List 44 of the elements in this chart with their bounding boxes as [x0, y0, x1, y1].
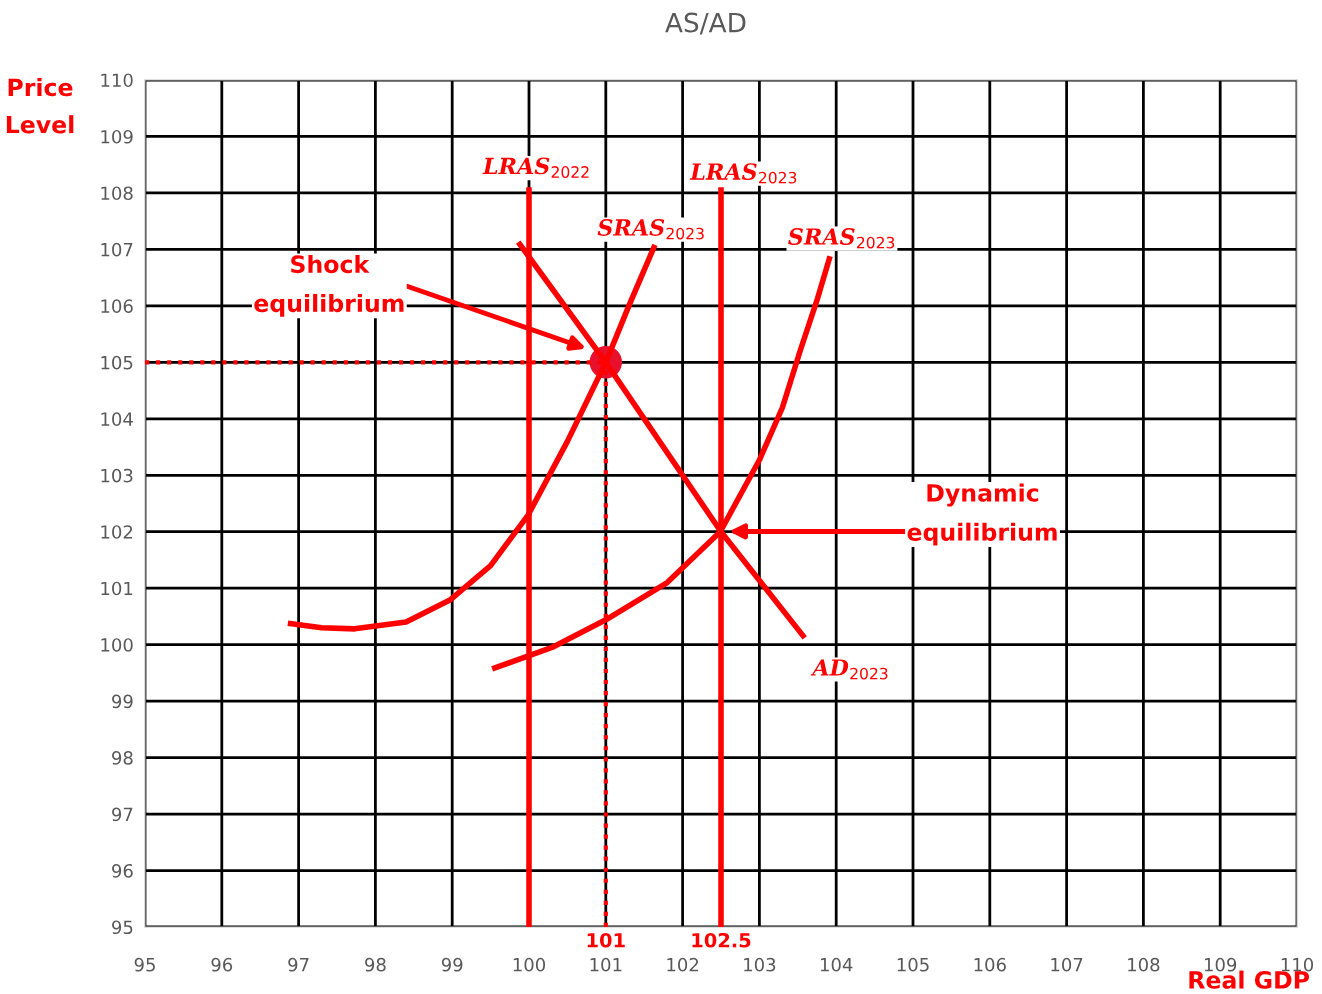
y-tick-label: 96: [112, 863, 133, 878]
x-tick-label: 107: [1051, 957, 1083, 972]
x-tick-label: 104: [820, 957, 853, 972]
x-tick-label: 108: [1128, 957, 1160, 972]
y-tick-label: 95: [112, 920, 133, 935]
annotation: Dynamic equilibrium: [907, 483, 1057, 546]
x-tick-label: 96: [211, 957, 233, 972]
series-label: SRAS$_{2023}$: [788, 228, 895, 249]
x-tick-label: 103: [744, 957, 776, 972]
x-tick-label: 100: [513, 957, 546, 972]
y-tick-label: 97: [112, 807, 133, 822]
x-tick-label: 97: [288, 957, 309, 972]
y-tick-label: 108: [101, 186, 133, 201]
y-tick-label: 103: [101, 468, 133, 483]
annotation: 102.5: [692, 932, 751, 948]
series-label: AD$_{2023}$: [810, 659, 888, 680]
series-label: SRAS$_{2023}$: [597, 219, 704, 240]
x-tick-label: 102: [667, 957, 699, 972]
y-tick-label: 100: [101, 638, 133, 652]
x-axis-title: Real GDP: [1189, 970, 1310, 989]
y-tick-label: 99: [112, 694, 133, 709]
x-tick-label: 99: [441, 957, 463, 972]
chart-title: AS/AD: [665, 12, 746, 35]
series-label: LRAS$_{2023}$: [689, 163, 797, 184]
y-tick-label: 110: [101, 73, 133, 88]
y-tick-label: 104: [101, 412, 133, 426]
y-tick-label: 107: [101, 242, 133, 257]
y-tick-label: 106: [101, 299, 133, 313]
y-tick-label: 105: [101, 355, 133, 370]
y-tick-label: 101: [101, 581, 133, 596]
x-tick-label: 109: [1204, 957, 1237, 972]
x-tick-label: 110: [1281, 957, 1314, 972]
y-axis-title: Price Level: [6, 77, 74, 134]
y-tick-label: 98: [112, 751, 133, 765]
x-tick-label: 105: [897, 957, 929, 972]
x-tick-label: 106: [974, 957, 1006, 972]
y-tick-label: 109: [101, 129, 133, 144]
x-tick-label: 98: [365, 957, 386, 972]
x-tick-label: 101: [590, 957, 622, 972]
annotation: 101: [587, 932, 625, 948]
series-label: LRAS$_{2022}$: [482, 157, 589, 178]
x-tick-label: 95: [134, 957, 155, 972]
y-tick-label: 102: [101, 525, 133, 539]
annotation: Shock equilibrium: [254, 254, 404, 317]
